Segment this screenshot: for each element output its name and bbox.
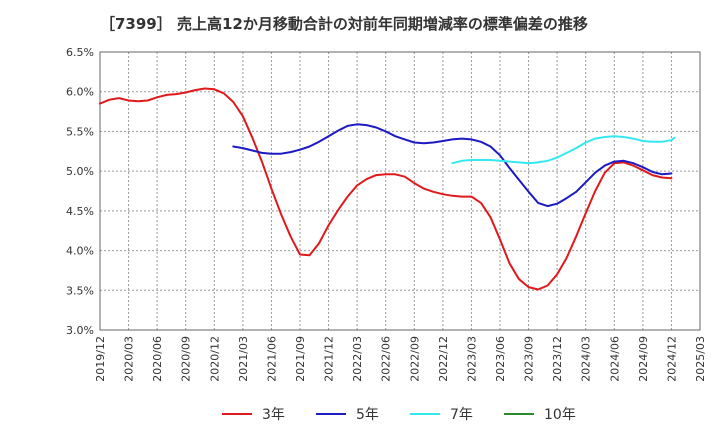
y-tick-label: 4.0%: [66, 245, 94, 258]
x-tick-label: 2024/09: [637, 336, 650, 382]
y-tick-label: 6.0%: [66, 86, 94, 99]
y-tick-label: 5.0%: [66, 165, 94, 178]
x-tick-label: 2024/03: [580, 336, 593, 382]
grid-lines: [99, 51, 701, 331]
x-tick-label: 2020/06: [151, 336, 164, 382]
axis-labels: 6.5% 6.0% 5.5% 5.0% 4.5% 4.0% 3.5% 3.0%2019/12 2…: [66, 46, 707, 382]
x-tick-label: 2021/06: [265, 336, 278, 382]
y-tick-label: 5.5%: [66, 125, 94, 138]
legend-label-3: 10年: [544, 407, 576, 423]
series-lines: [99, 87, 676, 291]
x-tick-label: 2022/12: [437, 336, 450, 382]
y-tick-label: 4.5%: [66, 205, 94, 218]
x-tick-label: 2023/06: [494, 336, 507, 382]
plot-area: [100, 52, 700, 330]
x-tick-label: 2023/12: [551, 336, 564, 382]
x-tick-label: 2022/06: [380, 336, 393, 382]
x-tick-label: 2023/09: [523, 336, 536, 382]
x-tick-label: 2019/12: [94, 336, 107, 382]
chart-title: ［7399］ 売上高12か月移動合計の対前年同期増減率の標準偏差の推移: [100, 15, 588, 33]
x-tick-label: 2022/09: [408, 336, 421, 382]
y-tick-label: 3.0%: [66, 324, 94, 337]
x-tick-label: 2024/12: [665, 336, 678, 382]
x-tick-label: 2020/12: [208, 336, 221, 382]
legend-label-2: 7年: [450, 407, 473, 423]
y-tick-label: 3.5%: [66, 284, 94, 297]
x-tick-label: 2021/03: [237, 336, 250, 382]
x-tick-label: 2023/03: [465, 336, 478, 382]
series-line-0: [99, 87, 673, 291]
x-tick-label: 2020/03: [123, 336, 136, 382]
x-tick-label: 2025/03: [694, 336, 707, 382]
legend-label-0: 3年: [262, 407, 285, 423]
y-tick-label: 6.5%: [66, 46, 94, 59]
series-line-1: [232, 123, 673, 208]
series-line-2: [451, 135, 676, 165]
legend-label-1: 5年: [356, 407, 379, 423]
x-tick-label: 2022/03: [351, 336, 364, 382]
x-tick-label: 2024/06: [608, 336, 621, 382]
plot-border: [99, 51, 701, 331]
x-tick-label: 2020/09: [180, 336, 193, 382]
legend: 3年 5年 7年 10年: [222, 407, 576, 423]
x-tick-label: 2021/12: [323, 336, 336, 382]
x-tick-label: 2021/09: [294, 336, 307, 382]
